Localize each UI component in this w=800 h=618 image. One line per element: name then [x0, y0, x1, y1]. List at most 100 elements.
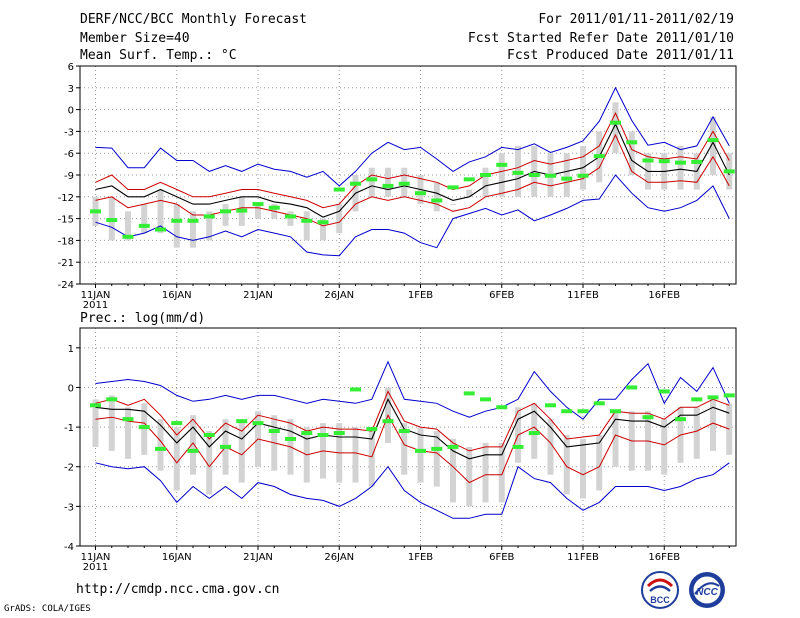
prec-panel-title: Prec.: log(mm/d) [80, 311, 205, 326]
prec-median-mark [333, 431, 345, 436]
fcst-produced-date: Fcst Produced Date 2011/01/11 [507, 48, 734, 63]
prec-median-mark [268, 429, 280, 434]
prec-median-mark [545, 403, 556, 408]
prec-member-box [92, 399, 99, 447]
temp-ytick-label: -9 [64, 171, 74, 182]
temp-ytick-label: -24 [58, 280, 74, 291]
prec-median-mark [350, 387, 361, 392]
prec-median-mark [593, 401, 605, 406]
prec-xtick-label: 16FEB [648, 552, 680, 563]
temp-median-mark [431, 198, 443, 203]
temp-median-mark [220, 209, 231, 214]
temp-ytick-label: -15 [58, 215, 74, 226]
prec-median-mark [528, 431, 540, 436]
temp-member-box [482, 167, 489, 197]
source-url[interactable]: http://cmdp.ncc.cma.gov.cn [76, 582, 280, 597]
prec-member-box [417, 427, 424, 483]
prec-median-mark [285, 436, 296, 441]
prec-member-box [157, 419, 164, 471]
temp-median-mark [447, 185, 459, 190]
prec-member-box [401, 423, 408, 475]
prec-member-box [612, 411, 619, 467]
variable-label: Mean Surf. Temp.: °C [80, 48, 237, 63]
ncc-logo: NCC [689, 572, 725, 608]
temp-median-mark [187, 218, 199, 223]
temp-member-box [173, 204, 180, 248]
temp-ytick-label: 0 [68, 106, 74, 117]
temp-xtick-label: 1FEB [408, 290, 433, 301]
fcst-started-date: Fcst Started Refer Date 2011/01/10 [467, 31, 734, 46]
prec-median-mark [122, 417, 134, 422]
prec-median-mark [252, 421, 264, 426]
prec-median-mark [431, 446, 443, 451]
temp-median-mark [333, 187, 345, 192]
prec-ytick-label: -2 [64, 463, 74, 474]
temp-member-box [157, 189, 164, 234]
prec-median-mark [171, 421, 183, 426]
temp-median-mark [236, 208, 248, 213]
temp-series-mean [95, 122, 730, 218]
prec-median-mark [610, 409, 621, 414]
prec-member-box [693, 407, 700, 459]
temp-median-mark [463, 177, 475, 182]
temp-median-mark [545, 173, 556, 178]
temp-median-mark [415, 191, 426, 196]
temp-member-box [287, 211, 294, 226]
temp-median-mark [106, 218, 118, 223]
temp-member-box [320, 218, 326, 241]
temp-ytick-label: -18 [58, 236, 74, 247]
temp-panel: 6 3 0 -3 -6 -9 -12 -15 -18 -21 -24 11JAN 16JAN 21JAN 2… [58, 62, 737, 311]
prec-member-box [206, 431, 213, 495]
prec-member-box [710, 399, 716, 451]
prec-series-min [95, 462, 730, 519]
temp-member-box [563, 153, 570, 197]
grads-credit: GrADS: COLA/IGES [4, 604, 91, 614]
prec-series-ens-upper [95, 390, 730, 452]
prec-median-mark [496, 405, 508, 410]
temp-median-mark [366, 177, 378, 182]
prec-member-box [173, 427, 180, 491]
temp-series-ens-lower [95, 133, 730, 227]
temp-member-box [385, 167, 391, 197]
temp-median-mark [382, 183, 394, 188]
prec-xtick-label: 21JAN [243, 552, 273, 563]
temp-median-mark [642, 158, 654, 163]
temp-member-box [141, 204, 148, 234]
temp-xtick-label: 16FEB [648, 290, 680, 301]
temp-median-mark [675, 160, 686, 165]
temp-xtick-label: 6FEB [489, 290, 514, 301]
temp-median-mark [285, 214, 296, 219]
temp-xtick-label: 21JAN [243, 290, 273, 301]
temp-ytick-label: -21 [58, 258, 74, 269]
temp-median-mark [626, 140, 638, 145]
forecast-period: For 2011/01/11-2011/02/19 [538, 12, 734, 27]
prec-xtick-label: 26JAN [324, 552, 354, 563]
prec-member-box [498, 442, 505, 503]
temp-ytick-label: 3 [68, 84, 74, 95]
prec-median-mark [415, 448, 426, 453]
temp-series-max [95, 86, 730, 187]
temp-member-box [612, 102, 619, 154]
temp-member-box [450, 204, 456, 206]
temp-median-mark [301, 218, 313, 223]
prec-xtick-label: 16JAN [162, 552, 192, 563]
temp-member-box [433, 182, 440, 212]
temp-member-box [336, 204, 343, 234]
temp-member-box [125, 211, 131, 241]
temp-median-mark [122, 234, 134, 239]
temp-xtick-label: 11JAN [81, 290, 111, 301]
prec-median-mark [398, 429, 410, 434]
prec-series-mean [95, 398, 730, 460]
prec-median-mark [187, 448, 199, 453]
temp-member-box [628, 131, 635, 175]
temp-median-mark [707, 138, 719, 143]
prec-median-mark [138, 425, 150, 430]
temp-median-mark [496, 162, 508, 167]
prec-xtick-label: 11JAN [81, 552, 111, 563]
temp-median-mark [561, 176, 573, 181]
temp-median-mark [171, 218, 183, 223]
temp-member-box [368, 167, 375, 197]
bcc-logo: BCC [641, 571, 679, 609]
prec-xtick-label: 6FEB [489, 552, 514, 563]
